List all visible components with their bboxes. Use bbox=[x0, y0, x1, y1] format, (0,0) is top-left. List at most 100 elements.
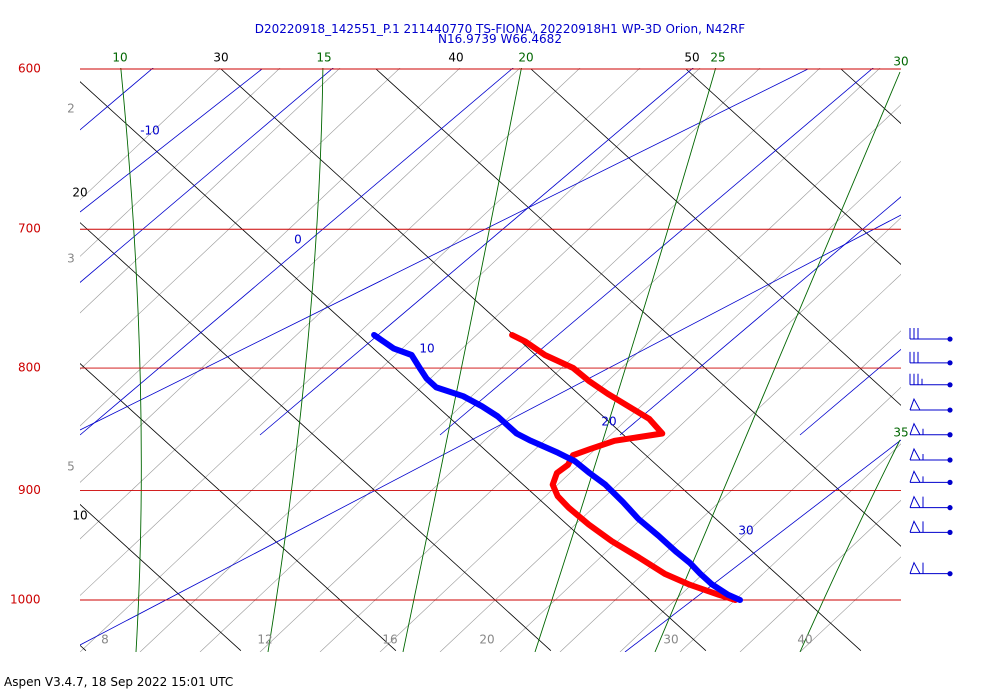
wind-barb-station bbox=[947, 479, 953, 485]
dry-adiabat-line bbox=[80, 68, 341, 314]
bottom-axis-label: 20 bbox=[479, 633, 494, 647]
moist-adiabat-label: 10 bbox=[112, 51, 127, 65]
moist-adiabat-label: 30 bbox=[893, 55, 908, 69]
wind-barb bbox=[909, 422, 953, 438]
bottom-axis-label: 16 bbox=[382, 633, 397, 647]
wind-barb bbox=[909, 495, 953, 511]
moist-adiabat-curve bbox=[534, 68, 717, 652]
isotherm-label: 30 bbox=[213, 51, 228, 65]
dry-adiabat-line bbox=[80, 68, 581, 540]
mixing-ratio-label: 30 bbox=[738, 524, 753, 538]
bottom-axis-label: 8 bbox=[101, 633, 109, 647]
mixing-ratio-line bbox=[80, 68, 809, 431]
sounding-profiles bbox=[371, 332, 743, 603]
wind-barb-station bbox=[947, 529, 953, 535]
pressure-label: 600 bbox=[18, 62, 41, 76]
moist-adiabat-curve bbox=[267, 68, 324, 652]
dry-adiabat-label: 3 bbox=[67, 252, 75, 266]
wind-barb-station bbox=[947, 360, 953, 366]
mixing-ratio-line bbox=[80, 68, 514, 436]
isotherm-line bbox=[685, 68, 901, 265]
moist-adiabat-curve bbox=[799, 439, 901, 652]
dry-adiabat-line bbox=[80, 68, 221, 201]
wind-barb-pennant bbox=[909, 495, 921, 508]
wind-barb-station bbox=[947, 571, 953, 577]
wind-barb-pennant bbox=[909, 397, 921, 411]
dry-adiabat-line bbox=[80, 68, 701, 652]
wind-barbs bbox=[909, 328, 953, 577]
mixing-ratio-line bbox=[439, 68, 874, 436]
dry-adiabat-line bbox=[619, 386, 901, 652]
wind-barb-station bbox=[947, 457, 953, 463]
wind-barb bbox=[909, 520, 953, 535]
moist-adiabat-label: 15 bbox=[316, 51, 331, 65]
dry-adiabat-line bbox=[499, 273, 901, 652]
moist-adiabat-curve bbox=[402, 68, 522, 652]
dry-adiabat-line bbox=[679, 443, 901, 652]
mixing-ratio-line bbox=[259, 68, 694, 436]
dry-adiabat-line bbox=[259, 68, 881, 652]
isotherm-line bbox=[80, 363, 397, 652]
pressure-label: 900 bbox=[18, 483, 41, 497]
dry-adiabat-label: 2 bbox=[67, 102, 75, 116]
mixing-ratio-line bbox=[619, 196, 901, 436]
wind-barb-station bbox=[947, 407, 953, 413]
bottom-axis-label: 12 bbox=[257, 633, 272, 647]
chart-title: D20220918_142551_P.1 211440770 TS-FIONA,… bbox=[254, 22, 746, 36]
wind-barb-station bbox=[947, 382, 953, 388]
dry-adiabat-label: 5 bbox=[67, 460, 75, 474]
bottom-axis-label: 30 bbox=[663, 633, 678, 647]
wind-barb-pennant bbox=[909, 470, 921, 483]
mixing-ratio-label: 20 bbox=[601, 415, 616, 429]
wind-barb bbox=[909, 447, 953, 463]
isobars bbox=[80, 68, 901, 601]
isotherm-label: 40 bbox=[448, 51, 463, 65]
pressure-label: 800 bbox=[18, 361, 41, 375]
mixing-ratio-line bbox=[624, 439, 901, 652]
moist-adiabat-label: 25 bbox=[710, 51, 725, 65]
wind-barb-station bbox=[947, 336, 953, 342]
isotherm-line bbox=[80, 644, 87, 652]
isotherm-label: 10 bbox=[72, 509, 87, 523]
dry-adiabat-line bbox=[199, 68, 821, 652]
dry-adiabat-line bbox=[80, 68, 521, 483]
mixing-ratio-label: 10 bbox=[419, 342, 434, 356]
isotherm-line bbox=[80, 503, 242, 652]
isotherm-line bbox=[80, 81, 707, 652]
isotherm-line bbox=[530, 68, 901, 406]
dry-adiabat-line bbox=[379, 160, 901, 652]
dry-adiabat-line bbox=[439, 217, 901, 652]
wind-barb bbox=[909, 328, 953, 342]
moist-adiabat-label: 20 bbox=[518, 51, 533, 65]
wind-barb-pennant bbox=[909, 520, 921, 533]
mixing-ratio-label: 0 bbox=[294, 233, 302, 247]
dry-adiabat-line bbox=[80, 68, 641, 596]
footer-text: Aspen V3.4.7, 18 Sep 2022 15:01 UTC bbox=[4, 675, 234, 689]
dry-adiabat-line bbox=[559, 330, 901, 652]
mixing-ratio-label: -10 bbox=[140, 124, 160, 138]
temperature-profile bbox=[509, 332, 739, 603]
wind-barb bbox=[909, 351, 953, 366]
moist-adiabat-curve bbox=[120, 68, 142, 652]
grid-lines bbox=[80, 68, 901, 652]
wind-barb bbox=[909, 561, 953, 577]
mixing-ratio-line bbox=[80, 68, 334, 283]
wind-barb-station bbox=[947, 432, 953, 438]
bottom-axis-label: 40 bbox=[797, 633, 812, 647]
moist-adiabat-label: 35 bbox=[893, 426, 908, 440]
wind-barb bbox=[909, 470, 953, 485]
dry-adiabat-line bbox=[80, 68, 281, 257]
dry-adiabat-line bbox=[139, 68, 761, 652]
wind-barb bbox=[909, 397, 953, 413]
pressure-label: 700 bbox=[18, 222, 41, 236]
isotherm-line bbox=[80, 222, 552, 652]
wind-barb-pennant bbox=[909, 561, 921, 574]
dry-adiabat-line bbox=[80, 68, 401, 370]
dry-adiabat-line bbox=[80, 68, 461, 427]
mixing-ratio-line bbox=[80, 214, 901, 646]
dewpoint-profile bbox=[371, 332, 743, 603]
wind-barb-pennant bbox=[909, 447, 921, 461]
mixing-ratio-line bbox=[80, 68, 263, 213]
